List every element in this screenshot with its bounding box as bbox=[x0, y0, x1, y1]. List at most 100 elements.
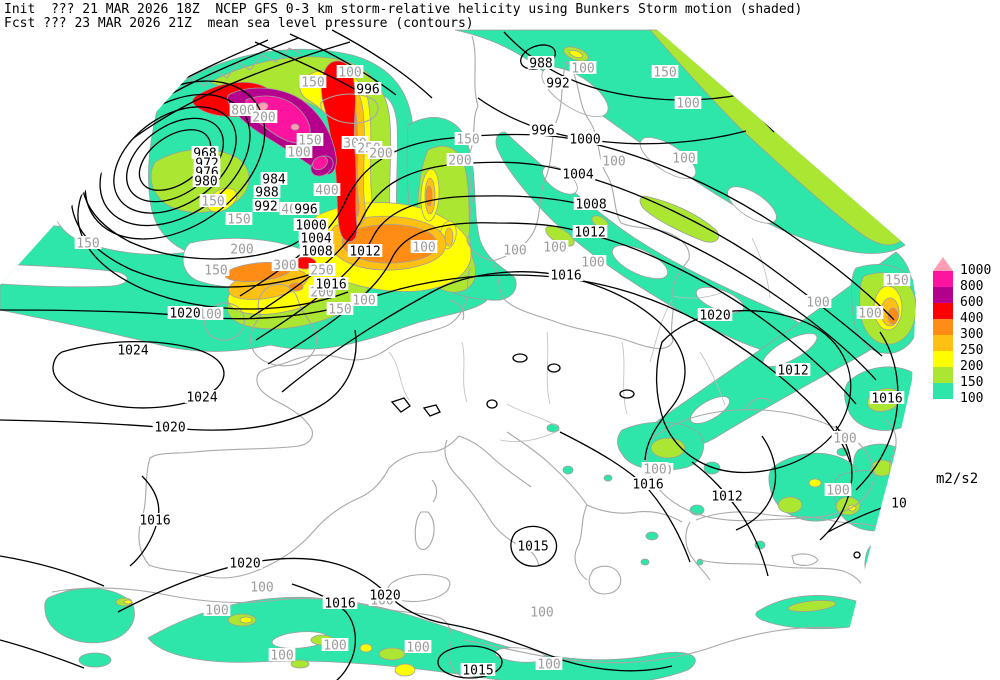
isobar-label-bg bbox=[529, 123, 557, 136]
isobar-label: 1016 bbox=[871, 392, 902, 407]
helicity-contour-label-bg bbox=[410, 240, 438, 253]
isobar-label-bg bbox=[347, 244, 383, 257]
legend-level-label: 400 bbox=[960, 311, 984, 326]
helicity-contour-label-bg bbox=[641, 462, 669, 475]
helicity-contour-label-bg bbox=[541, 240, 569, 253]
legend-level-label: 250 bbox=[960, 343, 984, 358]
helicity-contour-label-bg bbox=[202, 263, 230, 276]
isobar-label: 996 bbox=[531, 124, 554, 139]
isobar-label-bg bbox=[167, 306, 203, 319]
helicity-contour-label: 100 bbox=[676, 97, 699, 112]
helicity-contour-label: 150 bbox=[204, 264, 227, 279]
isobar-label: 10 bbox=[891, 497, 907, 512]
helicity-contour-label-bg bbox=[285, 145, 313, 158]
helicity-contour-label: 100 bbox=[198, 308, 221, 323]
helicity-contour-label: 100 bbox=[270, 649, 293, 664]
isobar-label: 1020 bbox=[229, 557, 260, 572]
helicity-contour-label: 100 bbox=[530, 606, 553, 621]
isobar-label: 1012 bbox=[777, 364, 808, 379]
legend-level-label: 300 bbox=[960, 327, 984, 342]
helicity-contour-label: 150 bbox=[201, 195, 224, 210]
isobar-label: 1016 bbox=[324, 597, 355, 612]
helicity-contour-label-bg bbox=[321, 638, 349, 651]
legend-color-swatch bbox=[933, 383, 953, 399]
isobar-label-bg bbox=[260, 172, 288, 185]
helicity-contour-label-bg bbox=[228, 242, 256, 255]
helicity-contour-label: 100 bbox=[287, 146, 310, 161]
helicity-contour-label: 100 bbox=[643, 463, 666, 478]
isobar-label: 1015 bbox=[462, 664, 493, 679]
isobar-label: 984 bbox=[262, 173, 286, 188]
legend-above-max-triangle bbox=[933, 257, 953, 271]
isobar-label-bg bbox=[869, 391, 905, 404]
helicity-contour-label: 150 bbox=[456, 133, 479, 148]
isobar-label: 1016 bbox=[139, 514, 170, 529]
isobar-label-bg bbox=[697, 308, 733, 321]
helicity-contour-label-bg bbox=[446, 153, 474, 166]
helicity-contour-label-bg bbox=[313, 183, 341, 196]
init-title-line: Init ??? 21 MAR 2026 18Z NCEP GFS 0-3 km… bbox=[4, 2, 803, 17]
isobar-label: 1015 bbox=[517, 540, 548, 555]
isobar-label: 1016 bbox=[550, 269, 581, 284]
helicity-contour-label-bg bbox=[367, 146, 395, 159]
helicity-contour-label: 100 bbox=[338, 66, 361, 81]
helicity-contour-label-bg bbox=[600, 154, 628, 167]
isobar-label-bg bbox=[137, 513, 173, 526]
legend-color-swatch bbox=[933, 303, 953, 319]
isobar-label: 1004 bbox=[300, 232, 331, 247]
isobar-label-bg bbox=[460, 663, 496, 676]
isobar-label: 980 bbox=[194, 175, 217, 190]
isobar-label: 1000 bbox=[295, 219, 326, 234]
helicity-contour-label-bg bbox=[336, 65, 364, 78]
isobar-label-bg bbox=[292, 202, 320, 215]
helicity-contour-label: 100 bbox=[537, 658, 560, 673]
isobar-label-bg bbox=[889, 496, 909, 509]
helicity-contour-label-bg bbox=[535, 657, 563, 670]
helicity-contour-label-bg bbox=[203, 603, 231, 616]
isobar-label-bg bbox=[567, 132, 603, 145]
helicity-contour-label-bg bbox=[299, 75, 327, 88]
helicity-contour-label: 150 bbox=[227, 213, 250, 228]
isobar-label: 1020 bbox=[154, 421, 185, 436]
legend-level-label: 150 bbox=[960, 375, 984, 390]
helicity-contour-label-bg bbox=[248, 580, 276, 593]
legend-color-swatch bbox=[933, 367, 953, 383]
helicity-contour-label: 100 bbox=[602, 155, 625, 170]
helicity-contour-label: 150 bbox=[328, 303, 351, 318]
helicity-contour-label: 200 bbox=[448, 154, 471, 169]
isobar-label-bg bbox=[354, 82, 382, 95]
map-labels: 1501008002001501003002502004004001501502… bbox=[74, 56, 911, 679]
isobar-label: 992 bbox=[254, 200, 277, 215]
helicity-contour-label-bg bbox=[831, 431, 859, 444]
isobar-label-bg bbox=[227, 556, 263, 569]
isobar-label-bg bbox=[191, 146, 219, 159]
isobar-label-bg bbox=[548, 268, 584, 281]
helicity-contour-label-bg bbox=[308, 263, 336, 276]
isobar-label-bg bbox=[775, 363, 811, 376]
helicity-contour-label: 100 bbox=[543, 241, 566, 256]
helicity-contour-label-bg bbox=[579, 255, 607, 268]
isobar-label: 1016 bbox=[632, 478, 663, 493]
isobar-label: 1012 bbox=[349, 245, 380, 260]
helicity-contour-label-bg bbox=[296, 133, 324, 146]
legend-level-label: 800 bbox=[960, 279, 984, 294]
helicity-contour-label-bg bbox=[501, 243, 529, 256]
helicity-contour-label-bg bbox=[824, 483, 852, 496]
isobar-label-bg bbox=[322, 596, 358, 609]
isobar-label-bg bbox=[115, 343, 151, 356]
helicity-contour-label: 100 bbox=[503, 244, 526, 259]
helicity-contour-label: 100 bbox=[412, 241, 435, 256]
helicity-contour-label: 150 bbox=[76, 237, 99, 252]
helicity-contour-label-bg bbox=[404, 640, 432, 653]
isobar-label-bg bbox=[298, 231, 334, 244]
isobar-label-bg bbox=[252, 199, 280, 212]
helicity-contour-label: 100 bbox=[250, 581, 273, 596]
helicity-contour-label-bg bbox=[569, 61, 597, 74]
helicity-contour-label-bg bbox=[883, 273, 911, 286]
coastlines bbox=[51, 35, 897, 679]
helicity-contour-label: 100 bbox=[858, 307, 881, 322]
helicity-contour-label: 200 bbox=[369, 147, 392, 162]
helicity-contour-label-bg bbox=[674, 96, 702, 109]
isobar-label-bg bbox=[527, 56, 555, 69]
helicity-contour-label-bg bbox=[651, 65, 679, 78]
